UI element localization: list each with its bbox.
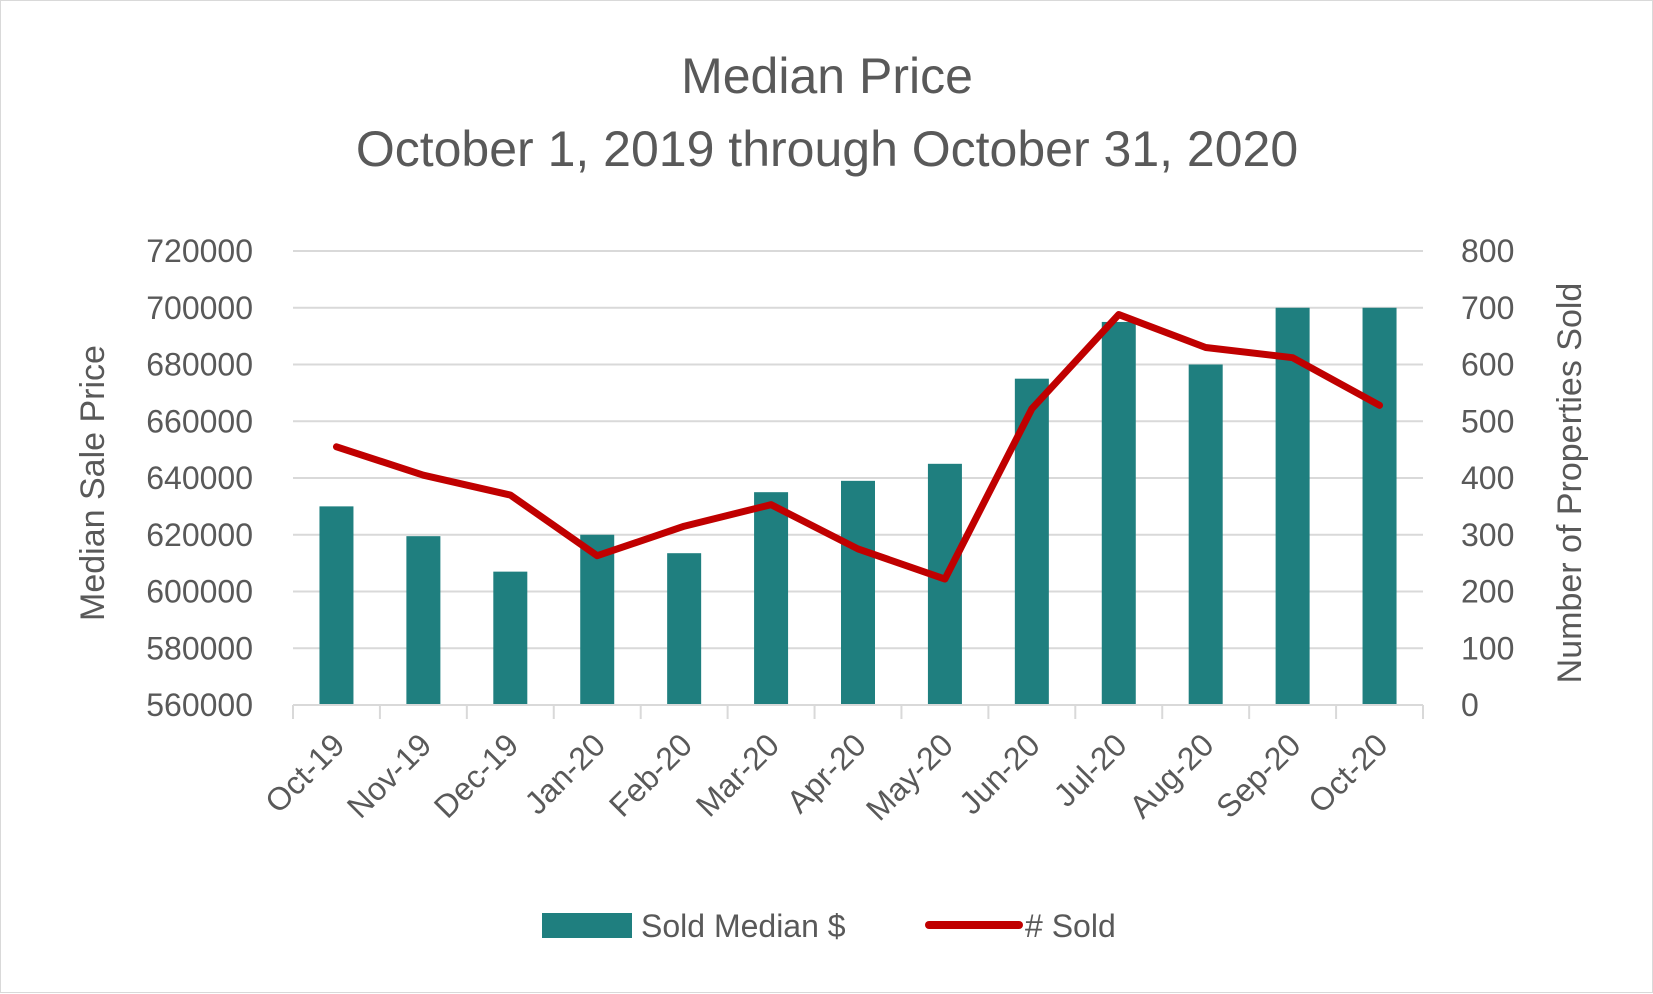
x-tick-label: Nov-19 [340,726,438,824]
y2-tick-label: 800 [1461,233,1514,269]
y2-tick-label: 600 [1461,347,1514,383]
bar [927,463,962,705]
x-tick-label: Feb-20 [602,726,699,823]
y2-tick-label: 500 [1461,403,1514,439]
bar [580,534,615,705]
y2-tick-label: 0 [1461,687,1479,723]
y-tick-label: 680000 [146,347,253,383]
x-tick-label: Jul-20 [1047,726,1134,813]
y2-tick-label: 300 [1461,517,1514,553]
x-tick-label: May-20 [859,726,960,827]
x-tick-label: Mar-20 [689,726,786,823]
y-tick-label: 640000 [146,460,253,496]
x-tick-label: Jun-20 [952,726,1047,821]
chart-title: Median Price [681,48,973,104]
y-tick-label: 660000 [146,403,253,439]
line-sold [332,311,1384,583]
bar [406,536,441,705]
y2-axis-title: Number of Properties Sold [1551,283,1589,684]
bar [1275,307,1310,705]
legend-label-line: # Sold [1025,908,1116,944]
y2-tick-label: 400 [1461,460,1514,496]
y-tick-label: 720000 [146,233,253,269]
x-tick-label: Apr-20 [780,726,873,819]
line-series [332,311,1384,583]
legend-swatch-bar [542,913,632,938]
y2-tick-label: 100 [1461,630,1514,666]
x-tick-label: Sep-20 [1209,726,1307,824]
bar [1101,321,1136,705]
bar [754,492,789,705]
y-tick-label: 700000 [146,290,253,326]
x-tick-label: Oct-20 [1301,726,1394,819]
bar [493,571,528,705]
bar [841,480,875,705]
legend: Sold Median $ # Sold [542,908,1116,944]
bar [667,553,702,705]
y-tick-label: 620000 [146,517,253,553]
x-tick-label: Oct-19 [258,726,351,819]
legend-label-bar: Sold Median $ [641,908,846,944]
x-tick-label: Jan-20 [518,726,613,821]
y2-tick-label: 700 [1461,290,1514,326]
y-tick-label: 600000 [146,574,253,610]
y-axis-title: Median Sale Price [74,345,112,621]
x-tick-label: Dec-19 [427,726,525,824]
chart-subtitle: October 1, 2019 through October 31, 2020 [356,121,1298,177]
bar [1188,364,1223,705]
bar [1362,307,1397,705]
y-tick-label: 560000 [146,687,253,723]
y-tick-label: 580000 [146,630,253,666]
bar [319,506,354,705]
y2-tick-label: 200 [1461,574,1514,610]
bar-series [319,307,1397,705]
x-tick-label: Aug-20 [1122,726,1220,824]
